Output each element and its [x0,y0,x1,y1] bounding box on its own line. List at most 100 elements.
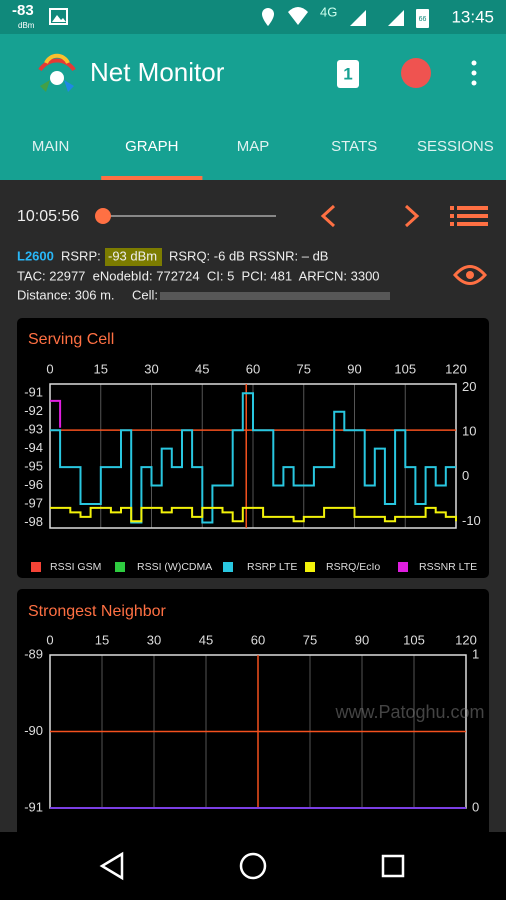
menu-button[interactable] [471,60,477,86]
eye-button[interactable] [452,265,488,285]
y-tick-label: -92 [24,403,43,418]
tab[interactable]: GRAPH [125,138,178,155]
cell-label: Cell: [132,287,158,302]
signal-unit: dBm [18,21,35,30]
battery-icon [416,9,429,28]
plot-border [49,383,457,529]
image-icon [49,8,68,25]
logo-blade [40,80,50,92]
x-tick-label: 45 [195,361,209,376]
x-tick-label: 60 [246,361,260,376]
x-tick-label: 90 [347,361,361,376]
y-tick-label: -89 [24,646,43,661]
rsrq: RSRQ: -6 dB [169,248,245,263]
distance: Distance: 306 m. [17,287,115,302]
back-button[interactable] [99,851,124,881]
status-bar [0,0,506,34]
rssnr: RSSNR: – dB [249,248,328,263]
location-icon [262,8,274,26]
app-bar [0,34,506,180]
clock: 13:45 [451,7,494,26]
recents-button[interactable] [381,854,405,878]
y-tick-label: -98 [24,514,43,529]
wifi-icon [288,7,308,25]
player-time: 10:05:56 [17,208,79,225]
cell-blurred [160,292,390,300]
x-tick-label: 60 [251,632,265,647]
series-line [50,506,457,523]
x-tick-label: 90 [355,632,369,647]
app-title: Net Monitor [90,57,225,87]
chart-title: Serving Cell [28,331,114,348]
network-type: 4G [320,4,337,19]
sim-badge[interactable] [337,60,359,88]
tab[interactable]: STATS [331,138,377,155]
signal-value: -83 [12,2,34,19]
tab-bar: MAIN GRAPH MAP STATS SESSIONS [32,138,494,180]
y-tick-label: -90 [24,723,43,738]
slider-thumb[interactable] [95,208,111,224]
x-tick-label: 30 [147,632,161,647]
x-tick-label: 45 [199,632,213,647]
x-tick-label: 75 [297,361,311,376]
neighbor-panel [17,589,489,849]
band: L2600 [17,248,54,263]
watermark: www.Patoghu.com [334,702,484,722]
y-tick-label: -97 [24,495,43,510]
x-tick-label: 15 [95,632,109,647]
signal-icon-2 [388,10,404,26]
tab[interactable]: MAIN [32,138,70,155]
image-icon-shape [52,15,66,22]
sim-badge-number: 1 [343,64,352,83]
rsrp-value: -93 dBm [108,248,157,263]
prev-button[interactable] [320,204,336,228]
tab[interactable]: MAP [237,138,270,155]
logo-arc [44,53,70,64]
legend-swatch [115,562,125,572]
battery-level: 66 [419,16,427,23]
series-line [50,392,456,524]
home-button[interactable] [239,852,267,880]
signal-icon [350,10,366,26]
y-tick-label: -91 [24,799,43,814]
app-logo [38,53,76,92]
y-tick-label: -96 [24,477,43,492]
x-tick-label: 0 [46,632,53,647]
y-tick-label: -95 [24,459,43,474]
y2-tick-label: 20 [462,379,476,394]
logo-center [50,71,64,85]
x-tick-label: 0 [46,361,53,376]
tab[interactable]: SESSIONS [417,138,494,155]
nav-bar [0,832,506,900]
x-tick-label: 120 [455,632,477,647]
y2-tick-label: -10 [462,513,481,528]
legend-label: RSSNR LTE [419,561,477,573]
y2-tick-label: 0 [472,799,479,814]
list-button[interactable] [450,206,488,226]
legend-swatch [305,562,315,572]
legend-swatch [398,562,408,572]
y2-tick-label: 10 [462,424,476,439]
next-button[interactable] [404,204,420,228]
rsrp-label: RSRP: [61,248,101,263]
logo-blade [64,80,74,92]
x-tick-label: 15 [94,361,108,376]
logo-arc [38,58,76,72]
cell-details: TAC: 22977 eNodebId: 772724 CI: 5 PCI: 4… [17,268,380,283]
x-tick-label: 120 [445,361,467,376]
tab-indicator [101,176,203,180]
x-tick-label: 105 [403,632,425,647]
y-tick-label: -93 [24,422,43,437]
rsrp-highlight [105,248,162,266]
legend-swatch [223,562,233,572]
y-tick-label: -94 [24,440,43,455]
record-button[interactable] [401,58,431,88]
x-tick-label: 105 [394,361,416,376]
y2-tick-label: 0 [462,468,469,483]
series-line [50,399,62,428]
y2-tick-label: 1 [472,646,479,661]
legend-label: RSSI GSM [50,561,101,573]
